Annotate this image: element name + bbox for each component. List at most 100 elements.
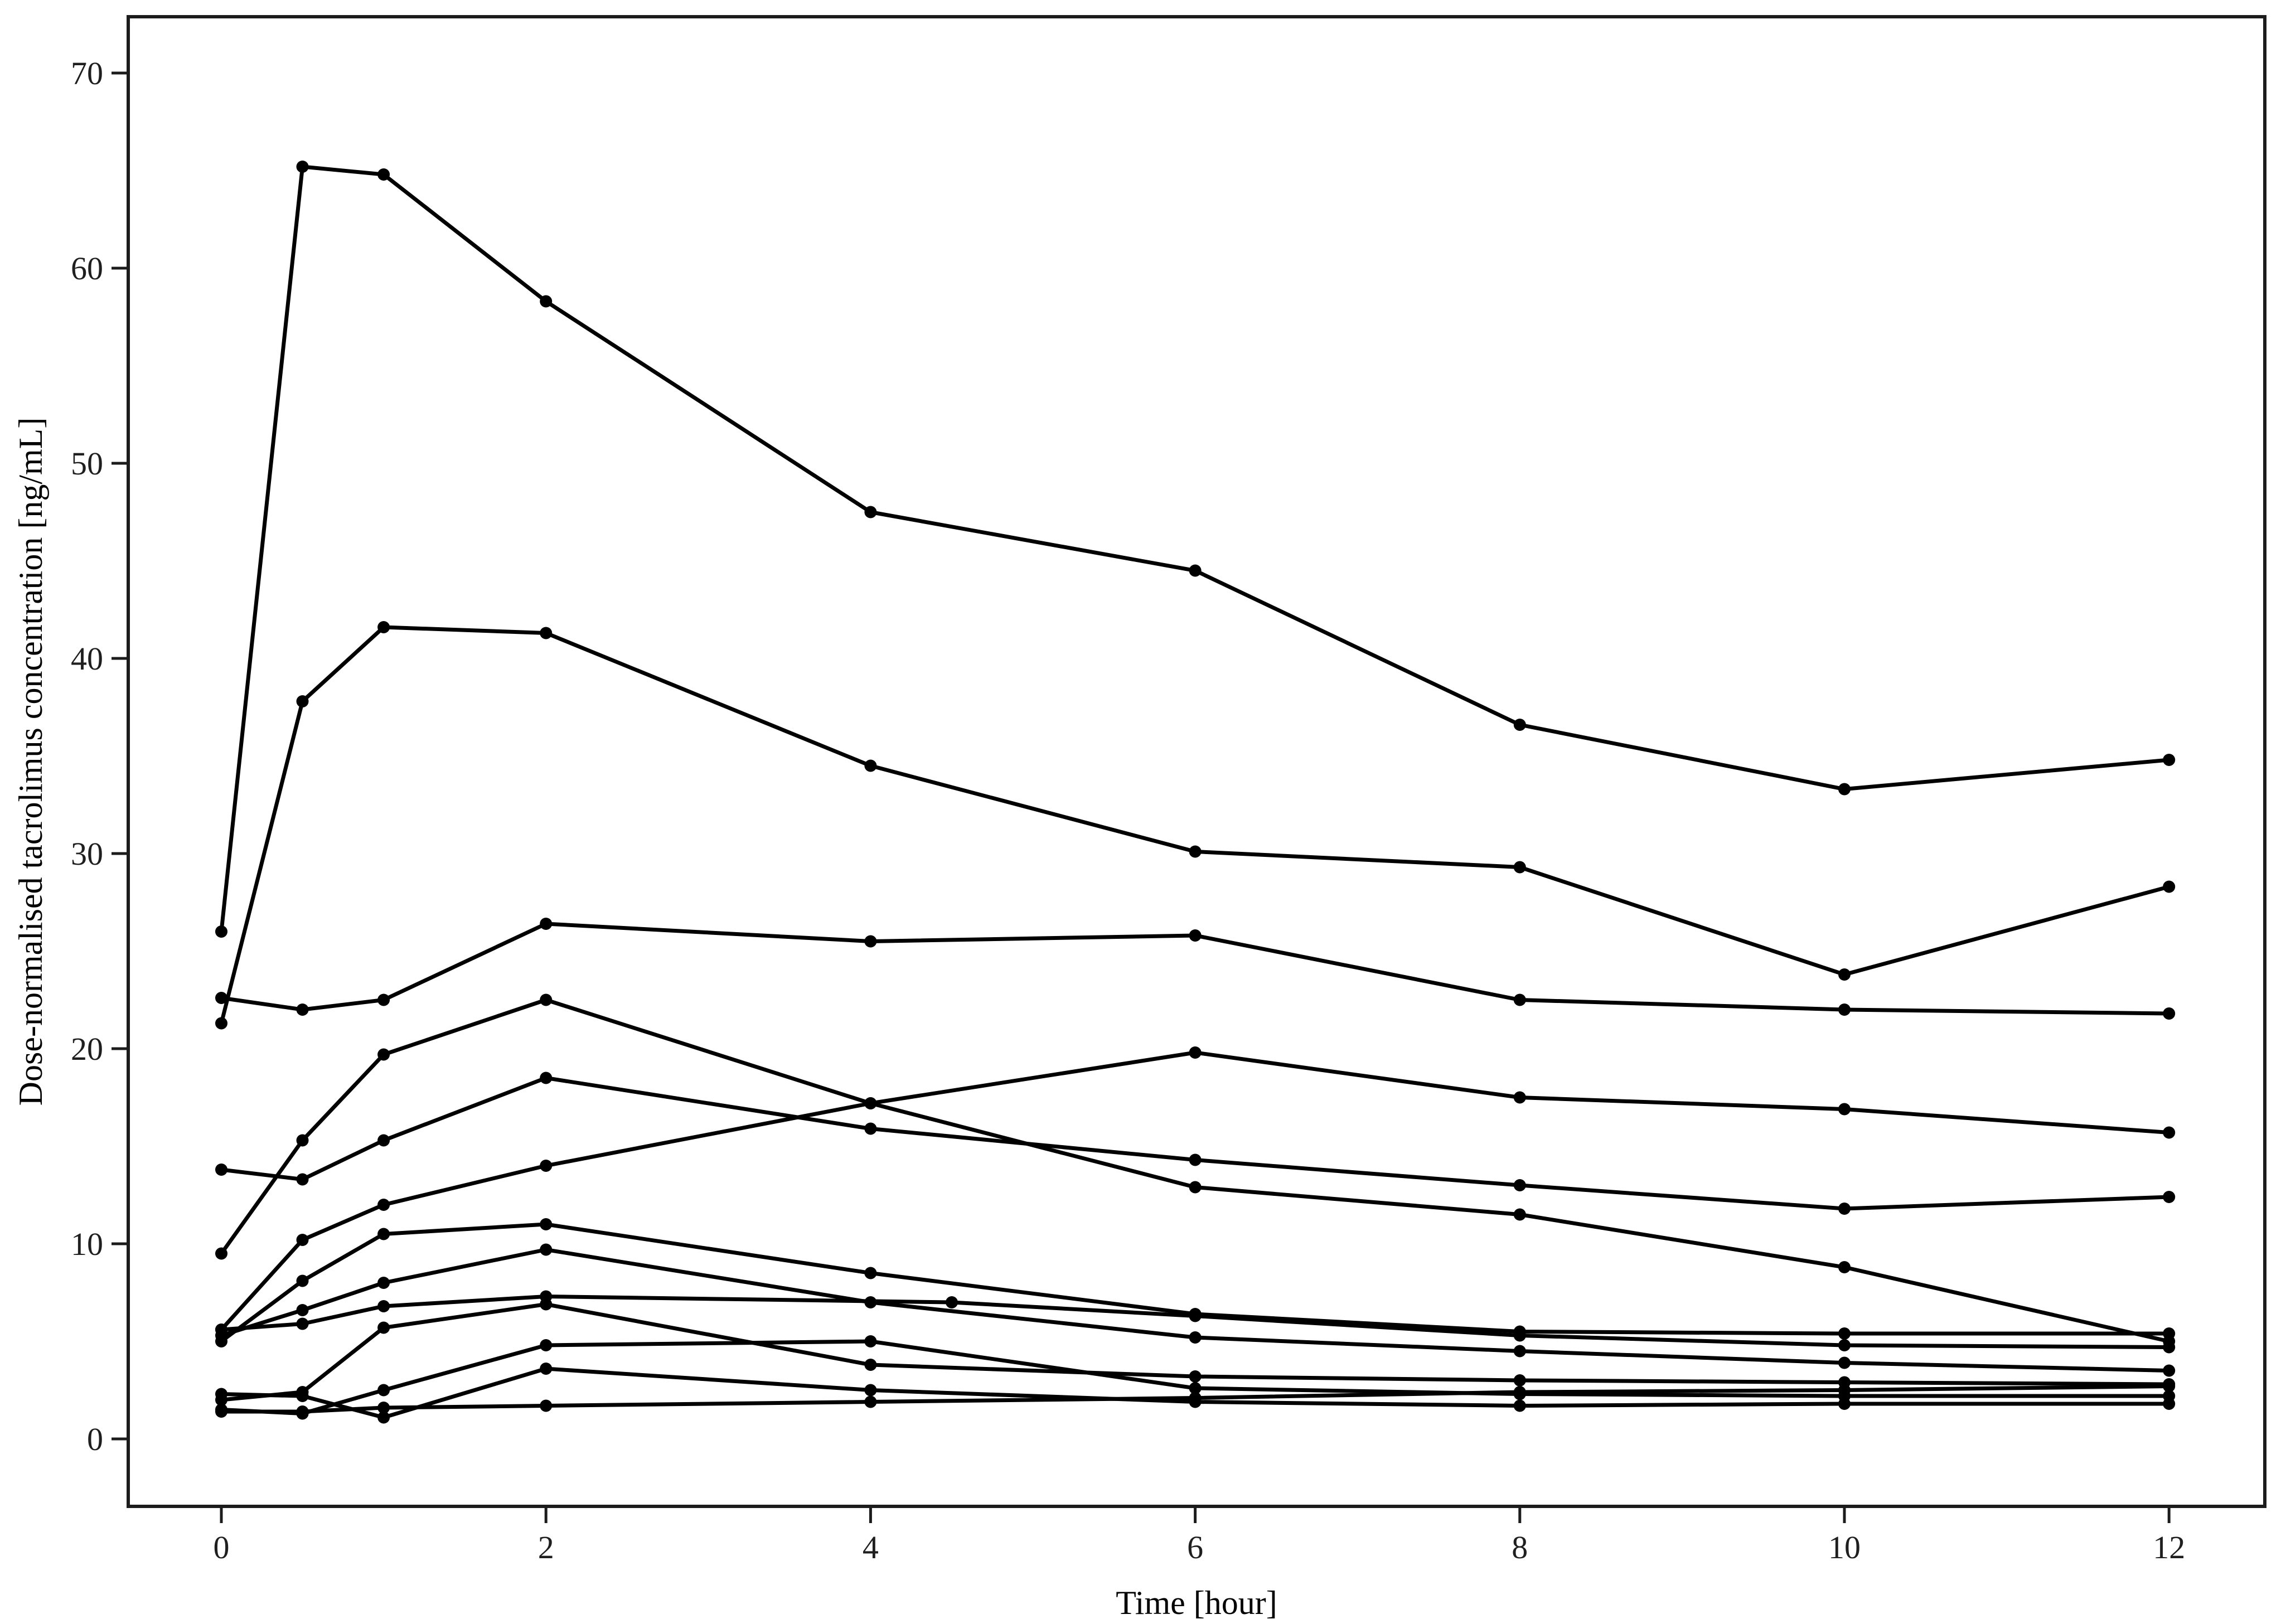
data-point <box>540 918 553 930</box>
x-axis-title: Time [hour] <box>1116 1584 1277 1621</box>
data-point <box>2163 1327 2176 1340</box>
x-tick-label: 0 <box>214 1529 230 1565</box>
data-point <box>1838 1356 1851 1369</box>
data-point <box>1189 1370 1202 1383</box>
series-line-profile-01 <box>219 164 2171 934</box>
y-tick-label: 50 <box>71 445 103 482</box>
x-tick-label: 6 <box>1187 1529 1203 1565</box>
data-point <box>296 1317 309 1330</box>
data-point <box>296 1134 309 1147</box>
y-axis-title: Dose-normalised tacrolimus concentration… <box>12 418 49 1106</box>
data-point <box>1513 1386 1526 1398</box>
data-point <box>864 935 877 948</box>
data-point <box>1838 1203 1851 1215</box>
data-point <box>2163 1126 2176 1139</box>
data-point <box>1838 1384 1851 1397</box>
data-point <box>1513 1399 1526 1412</box>
y-tick-label: 40 <box>71 641 103 677</box>
data-point <box>2163 880 2176 893</box>
y-tick-label: 20 <box>71 1031 103 1067</box>
data-point <box>1189 1392 1202 1404</box>
data-point <box>864 1384 877 1397</box>
data-point <box>296 1304 309 1316</box>
series-line-profile-02 <box>219 625 2171 1025</box>
data-point <box>864 1097 877 1109</box>
data-point <box>1513 1091 1526 1104</box>
data-point <box>215 925 227 938</box>
y-tick-label: 0 <box>87 1421 103 1457</box>
data-point <box>215 1017 227 1030</box>
data-point <box>1189 1331 1202 1344</box>
data-point <box>1189 929 1202 942</box>
data-point <box>2163 1007 2176 1020</box>
y-tick-label: 10 <box>71 1226 103 1262</box>
data-point <box>1189 564 1202 577</box>
data-point <box>864 1122 877 1135</box>
plot-panel-border <box>127 15 2266 1508</box>
data-point <box>864 1267 877 1279</box>
data-point <box>377 168 390 181</box>
data-point <box>1838 1103 1851 1116</box>
series-line-profile-07 <box>219 1222 2171 1344</box>
data-point <box>1513 1179 1526 1191</box>
data-point <box>1513 1345 1526 1358</box>
data-point <box>377 1199 390 1211</box>
data-point <box>1838 1398 1851 1410</box>
y-tick-label: 60 <box>71 250 103 287</box>
y-tick-label: 30 <box>71 836 103 872</box>
data-point <box>540 295 553 308</box>
data-point <box>377 1411 390 1424</box>
data-point <box>864 1335 877 1347</box>
data-point <box>296 695 309 707</box>
data-point <box>296 1274 309 1287</box>
data-point <box>215 1247 227 1260</box>
data-point <box>1838 1004 1851 1016</box>
data-point <box>540 627 553 639</box>
x-tick-label: 12 <box>2153 1529 2185 1565</box>
data-point <box>1189 1310 1202 1322</box>
y-tick-label: 70 <box>71 55 103 91</box>
data-point <box>540 1218 553 1230</box>
data-point <box>215 1388 227 1400</box>
data-point <box>946 1296 958 1308</box>
data-point <box>1838 1339 1851 1351</box>
data-point <box>864 1395 877 1408</box>
data-point <box>2163 754 2176 766</box>
data-point <box>1189 845 1202 858</box>
data-point <box>377 993 390 1006</box>
data-point <box>540 1339 553 1351</box>
x-tick-label: 8 <box>1512 1529 1528 1565</box>
data-point <box>540 1160 553 1172</box>
data-point <box>864 506 877 518</box>
data-point <box>377 1300 390 1312</box>
data-point <box>296 161 309 173</box>
data-point <box>540 1399 553 1412</box>
data-point <box>377 1402 390 1414</box>
x-tick-label: 10 <box>1828 1529 1861 1565</box>
data-point <box>1513 1329 1526 1342</box>
data-point <box>296 1390 309 1402</box>
data-point <box>377 1384 390 1397</box>
data-point <box>2163 1191 2176 1203</box>
data-point <box>296 1173 309 1186</box>
data-point <box>864 759 877 772</box>
data-point <box>1189 1382 1202 1394</box>
data-point <box>1513 719 1526 731</box>
data-point <box>377 621 390 633</box>
data-point <box>377 1048 390 1061</box>
data-point <box>1838 1261 1851 1273</box>
data-point <box>2163 1364 2176 1377</box>
data-point <box>215 1405 227 1418</box>
data-point <box>1189 1046 1202 1059</box>
data-point <box>540 1072 553 1084</box>
data-point <box>215 1164 227 1176</box>
data-point <box>540 1298 553 1311</box>
data-point <box>377 1277 390 1289</box>
data-point <box>377 1321 390 1334</box>
data-point <box>2163 1341 2176 1354</box>
data-point <box>377 1134 390 1147</box>
data-point <box>540 993 553 1006</box>
data-point <box>215 992 227 1004</box>
data-point <box>1838 783 1851 796</box>
